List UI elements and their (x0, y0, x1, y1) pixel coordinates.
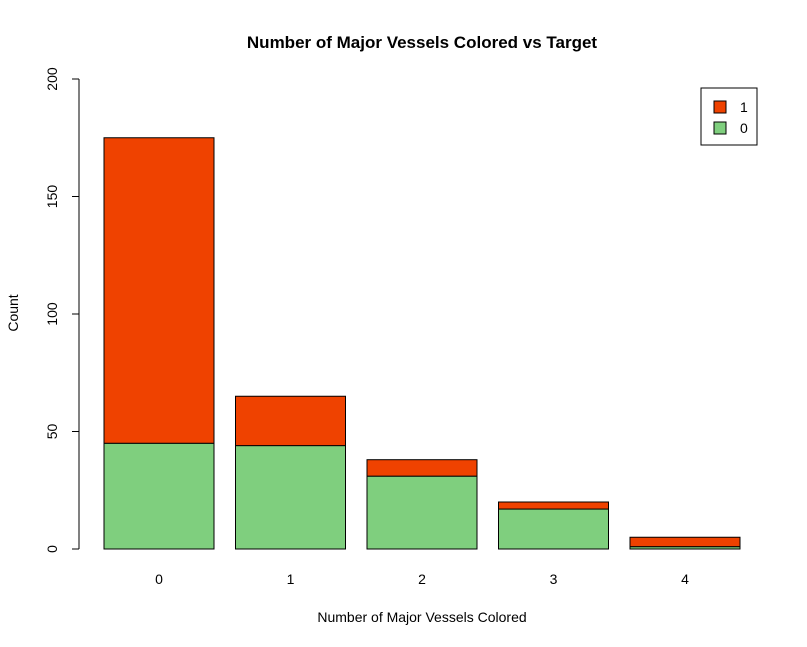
legend-swatch-0 (713, 121, 727, 135)
y-tick-label-0: 0 (44, 545, 60, 553)
y-tick-label-50: 50 (44, 424, 60, 440)
x-axis-label: Number of Major Vessels Colored (317, 609, 526, 625)
bar-segment-series-0-cat-1 (235, 445, 346, 550)
bar-segment-series-1-cat-4 (629, 536, 741, 548)
y-axis: 0 50 100 150 200 (44, 67, 80, 553)
y-tick-label-200: 200 (44, 67, 60, 91)
x-tick-label-4: 4 (681, 571, 689, 587)
bar-segment-series-0-cat-2 (366, 475, 478, 550)
y-tick-label-100: 100 (44, 302, 60, 326)
legend-swatch-1 (713, 100, 727, 114)
bar-segment-series-1-cat-1 (235, 395, 346, 447)
bars-layer (103, 137, 741, 550)
legend-box (700, 87, 758, 146)
bar-segment-series-1-cat-0 (103, 137, 215, 444)
bar-segment-series-1-cat-2 (366, 459, 478, 477)
bar-segment-series-0-cat-0 (103, 442, 215, 550)
x-tick-label-0: 0 (155, 571, 163, 587)
bar-segment-series-1-cat-3 (498, 501, 609, 510)
x-axis: 0 1 2 3 4 (155, 571, 689, 587)
x-tick-label-2: 2 (418, 571, 426, 587)
legend-label-0: 0 (740, 120, 748, 136)
x-tick-label-3: 3 (550, 571, 558, 587)
x-tick-label-1: 1 (287, 571, 295, 587)
y-tick-label-150: 150 (44, 185, 60, 209)
legend: 10 (700, 87, 758, 146)
y-axis-label: Count (5, 294, 21, 331)
legend-label-1: 1 (740, 99, 748, 115)
bar-segment-series-0-cat-3 (498, 508, 609, 550)
chart-title: Number of Major Vessels Colored vs Targe… (247, 33, 598, 52)
